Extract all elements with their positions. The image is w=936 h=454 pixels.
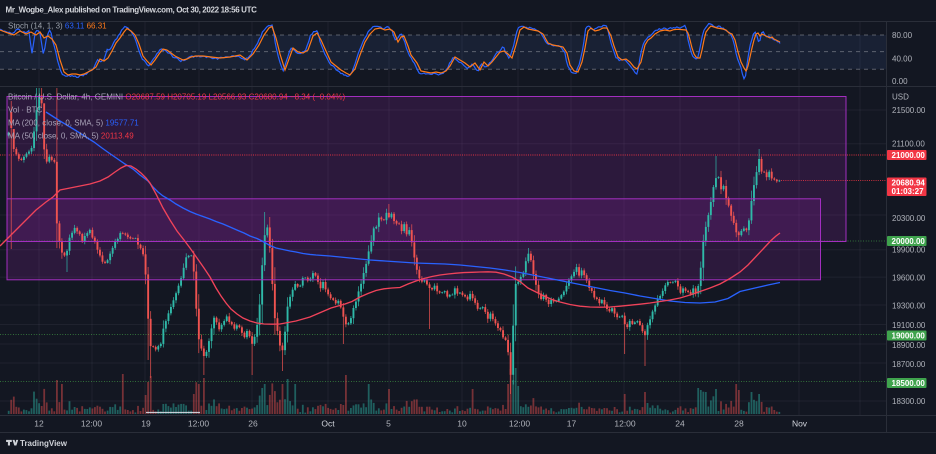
svg-text:17: 17 (567, 419, 577, 429)
svg-text:Vol · BTC: Vol · BTC (8, 106, 42, 115)
svg-text:Oct: Oct (321, 419, 335, 429)
svg-text:MA (50, close, 0, SMA, 5) 201: MA (50, close, 0, SMA, 5) 20113.49 (8, 132, 134, 141)
svg-text:12:00: 12:00 (188, 419, 210, 429)
svg-text:12:00: 12:00 (614, 419, 636, 429)
svg-text:Stoch (14, 1, 3) 63.11 66.31: Stoch (14, 1, 3) 63.11 66.31 (8, 22, 107, 31)
svg-text:MA (200, close, 0, SMA, 5) 19: MA (200, close, 0, SMA, 5) 19577.71 (8, 119, 139, 128)
svg-text:19300.00: 19300.00 (892, 302, 926, 311)
svg-text:21500.00: 21500.00 (892, 106, 926, 115)
svg-text:80.00: 80.00 (892, 31, 913, 40)
svg-text:Mr_Wogbe_Alex published on Tra: Mr_Wogbe_Alex published on TradingView.c… (6, 6, 258, 15)
svg-text:0.00: 0.00 (892, 77, 908, 86)
svg-text:28: 28 (734, 419, 744, 429)
svg-text:TradingView: TradingView (20, 439, 68, 448)
svg-text:20000.00: 20000.00 (892, 237, 926, 246)
svg-text:20300.00: 20300.00 (892, 214, 926, 223)
svg-text:18900.00: 18900.00 (892, 341, 926, 350)
svg-text:18300.00: 18300.00 (892, 397, 926, 406)
svg-text:21000.00: 21000.00 (892, 151, 926, 160)
svg-text:24: 24 (675, 419, 685, 429)
svg-text:12: 12 (34, 419, 44, 429)
svg-text:5: 5 (386, 419, 391, 429)
svg-text:21100.00: 21100.00 (892, 140, 925, 149)
svg-text:19600.00: 19600.00 (892, 273, 926, 282)
svg-text:12:00: 12:00 (81, 419, 103, 429)
svg-text:18500.00: 18500.00 (892, 379, 926, 388)
svg-text:19: 19 (141, 419, 151, 429)
svg-text:19100.00: 19100.00 (892, 321, 926, 330)
svg-text:19000.00: 19000.00 (892, 332, 926, 341)
svg-text:19900.00: 19900.00 (892, 246, 926, 255)
svg-text:Bitcoin / U.S. Dollar, 4h, GEM: Bitcoin / U.S. Dollar, 4h, GEMINI O20687… (8, 93, 345, 102)
svg-text:12:00: 12:00 (509, 419, 531, 429)
svg-text:USD: USD (892, 93, 909, 102)
svg-text:01:03:27: 01:03:27 (892, 187, 925, 196)
svg-text:10: 10 (457, 419, 467, 429)
svg-text:26: 26 (248, 419, 258, 429)
svg-text:40.00: 40.00 (892, 55, 913, 64)
svg-text:18700.00: 18700.00 (892, 360, 926, 369)
svg-text:Nov: Nov (792, 419, 808, 429)
svg-text:20680.94: 20680.94 (892, 179, 926, 188)
